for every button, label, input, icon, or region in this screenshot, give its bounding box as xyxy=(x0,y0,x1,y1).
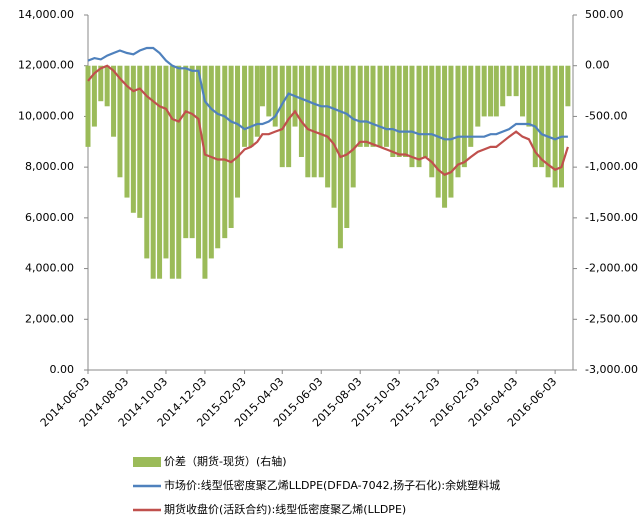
bar xyxy=(196,65,202,259)
bar xyxy=(266,65,272,117)
bar xyxy=(298,65,304,157)
bar xyxy=(311,65,317,178)
bar xyxy=(202,65,208,279)
bar xyxy=(130,65,136,213)
y2-tick-label: -1,500.00 xyxy=(585,211,638,224)
bar xyxy=(104,65,110,107)
bar xyxy=(526,65,532,127)
bar xyxy=(475,65,481,127)
bar xyxy=(157,65,163,279)
bar xyxy=(163,65,169,259)
y2-tick-label: -1,000.00 xyxy=(585,160,638,173)
y-tick-label: 6,000.00 xyxy=(25,211,74,224)
bar xyxy=(189,65,195,239)
legend-label: 期货收盘价(活跃合约):线型低密度聚乙烯(LLDPE) xyxy=(164,502,406,516)
y2-tick-label: -500.00 xyxy=(585,109,627,122)
bar xyxy=(435,65,441,198)
bar xyxy=(242,65,248,147)
bar xyxy=(461,65,467,168)
bar xyxy=(545,65,551,178)
y-tick-label: 14,000.00 xyxy=(18,8,74,21)
bar xyxy=(442,65,448,208)
line xyxy=(87,46,568,141)
y2-tick-label: -2,500.00 xyxy=(585,312,638,325)
y-tick-label: 12,000.00 xyxy=(18,59,74,72)
bar xyxy=(176,65,182,279)
y-tick-label: 10,000.00 xyxy=(18,109,74,122)
bar xyxy=(215,65,221,249)
bar xyxy=(370,65,376,147)
legend-label: 价差（期货-现货）(右轴) xyxy=(164,454,287,468)
bar xyxy=(558,65,564,188)
bar xyxy=(520,65,526,117)
bar xyxy=(137,65,143,218)
bar xyxy=(422,65,428,157)
bar xyxy=(279,65,285,168)
bar xyxy=(481,65,487,117)
y2-tick-label: -3,000.00 xyxy=(585,363,638,376)
bar xyxy=(222,65,228,239)
bar xyxy=(144,65,150,259)
bar xyxy=(500,65,506,107)
bar xyxy=(416,65,422,168)
bar xyxy=(286,65,292,168)
bar xyxy=(409,65,415,168)
bar xyxy=(513,65,519,97)
bar xyxy=(169,65,175,279)
bar xyxy=(124,65,130,198)
bar xyxy=(350,65,356,188)
bar xyxy=(91,65,97,127)
bar xyxy=(331,65,337,208)
bar xyxy=(396,65,402,157)
bar xyxy=(208,65,214,259)
bar xyxy=(344,65,350,228)
legend-swatch xyxy=(133,457,161,467)
bar xyxy=(565,65,571,107)
bar xyxy=(552,65,558,188)
bar xyxy=(377,65,383,147)
bar xyxy=(493,65,499,117)
line xyxy=(87,64,569,176)
bar xyxy=(488,65,494,117)
bar xyxy=(383,65,389,147)
bar xyxy=(364,65,370,147)
bar xyxy=(272,65,278,127)
bar xyxy=(455,65,461,178)
bar xyxy=(403,65,409,157)
bar xyxy=(357,65,363,147)
y2-tick-label: -2,000.00 xyxy=(585,262,638,275)
y-tick-label: 2,000.00 xyxy=(25,312,74,325)
bar xyxy=(117,65,123,178)
y-tick-label: 0.00 xyxy=(50,363,75,376)
bar xyxy=(506,65,512,97)
bar xyxy=(532,65,538,168)
bar xyxy=(235,65,241,198)
bar xyxy=(98,65,104,102)
bar xyxy=(111,65,117,137)
bar xyxy=(254,65,260,137)
y2-tick-label: 0.00 xyxy=(585,59,610,72)
bar xyxy=(429,65,435,178)
bar xyxy=(259,65,265,107)
bar xyxy=(150,65,156,279)
bar xyxy=(325,65,331,188)
bar xyxy=(318,65,324,178)
bar xyxy=(390,65,396,157)
y-tick-label: 8,000.00 xyxy=(25,160,74,173)
y2-tick-label: 500.00 xyxy=(585,8,624,21)
bar xyxy=(85,65,91,147)
bar xyxy=(183,65,189,239)
bar xyxy=(228,65,234,228)
bar xyxy=(539,65,545,168)
bar xyxy=(248,65,254,147)
bar xyxy=(468,65,474,147)
y-tick-label: 4,000.00 xyxy=(25,262,74,275)
bar xyxy=(448,65,454,198)
legend-label: 市场价:线型低密度聚乙烯LLDPE(DFDA-7042,扬子石化):余姚塑料城 xyxy=(164,478,500,492)
bar xyxy=(305,65,311,178)
